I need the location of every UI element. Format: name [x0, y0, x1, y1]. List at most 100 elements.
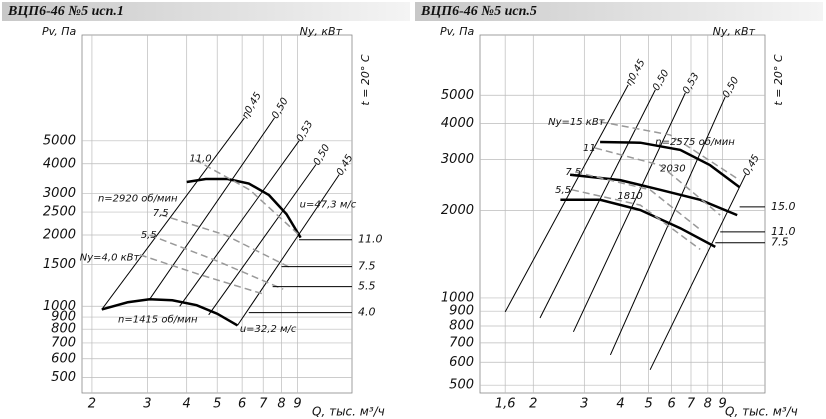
y-tick-label: 500: [449, 378, 474, 393]
curve: [179, 140, 300, 307]
annotation: n=2575 об/мин: [655, 136, 735, 148]
x-tick-label: 9: [293, 397, 301, 412]
annotation: η0,45: [240, 91, 264, 121]
y-tick-label: 2000: [43, 228, 76, 243]
x-tick-label: 1,6: [495, 397, 516, 412]
annotation: 0,50: [270, 96, 291, 121]
annotation: 0,53: [681, 71, 702, 96]
y-tick-label: 500: [51, 370, 76, 385]
power-level-label: 4.0: [358, 306, 376, 319]
y2-axis-label: Nу, кВт: [300, 25, 343, 38]
curve: [572, 92, 686, 333]
title-bar: [415, 2, 823, 21]
title-bar: [2, 2, 410, 21]
y-tick-label: 4000: [441, 116, 474, 131]
y-tick-label: 700: [51, 335, 76, 350]
y-axis-label: Pv, Па: [42, 25, 77, 38]
plot-frame: [479, 34, 766, 394]
annotation: 1810: [617, 191, 642, 202]
y-tick-label: 600: [449, 355, 474, 370]
y-tick-label: 600: [51, 351, 76, 366]
power-level-label: 11.0: [358, 233, 383, 246]
annotation: u=32,2 м/с: [240, 324, 297, 335]
x-tick-label: 9: [718, 397, 726, 412]
annotation: n=2920 об/мин: [98, 193, 178, 205]
y-axis-label: Pv, Па: [440, 25, 475, 38]
x-tick-label: 4: [183, 397, 191, 412]
curve: [186, 177, 302, 239]
annotation: 5,5: [555, 185, 571, 196]
annotation: 7,5: [153, 208, 169, 219]
curve: [101, 117, 245, 310]
y-tick-label: 2000: [441, 203, 474, 218]
y-tick-label: 4000: [43, 156, 76, 171]
curve: [149, 234, 284, 290]
curve: [649, 174, 747, 371]
power-level-label: 7.5: [771, 236, 789, 249]
x-tick-label: 8: [277, 397, 285, 412]
annotation: Nу=4,0 кВт: [80, 252, 141, 263]
curve: [237, 174, 340, 326]
curve: [208, 164, 317, 316]
x-tick-label: 2: [529, 397, 537, 412]
annotation: Nу=15 кВт: [548, 117, 606, 128]
curve: [571, 189, 701, 251]
annotation: 0,50: [651, 68, 672, 93]
x-axis-label: Q, тыс. м³/ч: [312, 405, 385, 419]
annotation: η0,45: [624, 58, 648, 88]
x-axis-label: Q, тыс. м³/ч: [725, 405, 798, 419]
power-level-label: 11.0: [771, 225, 796, 238]
curve: [595, 147, 721, 216]
y-tick-label: 800: [51, 322, 76, 337]
curve: [569, 173, 738, 217]
note: t = 20° C: [359, 54, 372, 106]
annotation: u=47,3 м/с: [300, 200, 357, 211]
power-level-label: 15.0: [771, 200, 796, 213]
y-tick-label: 1000: [43, 299, 76, 314]
annotation: 5,5: [141, 230, 157, 241]
y-tick-label: 1000: [441, 290, 474, 305]
x-tick-label: 6: [238, 397, 246, 412]
annotation: 0,45: [741, 153, 762, 178]
annotation: 11: [583, 143, 596, 154]
curve: [194, 159, 300, 236]
y-tick-label: 800: [449, 319, 474, 334]
curve: [160, 213, 291, 269]
y-tick-label: 900: [449, 304, 474, 319]
curve: [101, 298, 239, 327]
y-tick-label: 1500: [43, 257, 76, 272]
x-tick-label: 5: [644, 397, 652, 412]
x-tick-label: 6: [667, 397, 675, 412]
x-tick-label: 2: [88, 397, 96, 412]
chart-title: ВЦП6-46 №5 исп.1: [7, 4, 124, 19]
y-tick-label: 3000: [43, 186, 76, 201]
y-tick-label: 3000: [441, 152, 474, 167]
x-tick-label: 8: [704, 397, 712, 412]
curve: [560, 198, 716, 249]
annotation: 0,50: [721, 75, 742, 100]
chart-title: ВЦП6-46 №5 исп.5: [420, 4, 537, 19]
annotation: 2030: [660, 163, 685, 174]
power-level-label: 5.5: [358, 280, 376, 293]
y2-axis-label: Nу, кВт: [713, 25, 756, 38]
y-tick-label: 5000: [43, 133, 76, 148]
annotation: 7,5: [565, 167, 581, 178]
y-tick-label: 700: [449, 335, 474, 350]
note: t = 20° C: [772, 54, 785, 106]
curve: [599, 121, 741, 181]
x-tick-label: 3: [143, 397, 151, 412]
x-tick-label: 4: [616, 397, 624, 412]
curve: [149, 117, 275, 300]
y-tick-label: 900: [51, 310, 76, 325]
x-tick-label: 3: [580, 397, 588, 412]
curve: [575, 171, 701, 231]
power-level-label: 7.5: [358, 260, 376, 273]
annotation: 11,0: [189, 154, 211, 165]
x-tick-label: 7: [259, 397, 268, 412]
y-tick-label: 5000: [441, 88, 474, 103]
annotation: 0,45: [335, 153, 356, 178]
curve: [504, 84, 629, 313]
annotation: n=1415 об/мин: [118, 313, 198, 325]
x-tick-label: 7: [687, 397, 696, 412]
